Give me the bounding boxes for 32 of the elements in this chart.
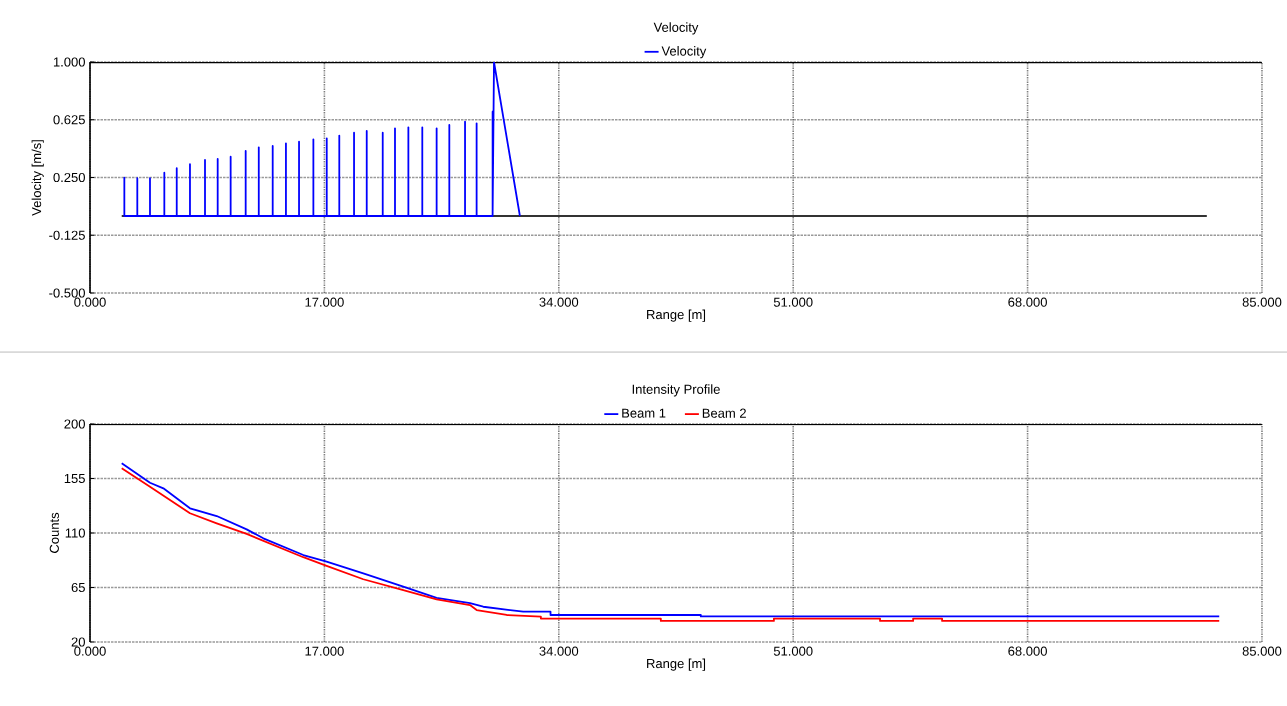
x-tick-label: 34.000 [539,297,579,307]
y-tick-label: -0.500 [49,288,85,298]
chart-title: Intensity Profile [632,384,720,397]
y-tick-label: 0.625 [53,115,85,125]
x-tick-label: 68.000 [1008,297,1047,307]
x-axis-title: Range [m] [647,658,706,671]
legend-label: Beam 1 [622,408,666,418]
y-tick-label: 65 [71,582,85,593]
x-tick-label: 85.000 [1242,646,1282,656]
line-series [123,61,521,217]
x-tick-label: 17.000 [305,646,344,656]
y-tick-label: 110 [65,528,85,538]
chart-title: Velocity [653,22,699,35]
y-tick-label: 1.000 [53,57,85,67]
y-tick-label: 0.250 [53,172,85,183]
x-tick-label: 34.000 [539,646,579,656]
legend-label: Beam 2 [702,408,746,418]
x-tick-label: 85.000 [1242,297,1282,307]
y-tick-label: -0.125 [49,230,85,240]
x-tick-label: 0.000 [74,297,106,307]
x-tick-label: 17.000 [305,297,344,307]
y-axis-title: Velocity [m/s] [31,140,44,216]
y-tick-label: 20 [71,637,85,647]
y-axis-title: Counts [49,512,59,553]
x-axis-title: Range [m] [647,309,706,322]
y-tick-label: 200 [64,419,85,429]
x-tick-label: 68.000 [1008,646,1047,656]
legend-label: Velocity [661,46,707,59]
y-tick-label: 155 [64,473,85,484]
x-tick-label: 51.000 [773,646,813,656]
x-tick-label: 51.000 [773,297,813,307]
x-tick-label: 0.000 [74,646,106,656]
